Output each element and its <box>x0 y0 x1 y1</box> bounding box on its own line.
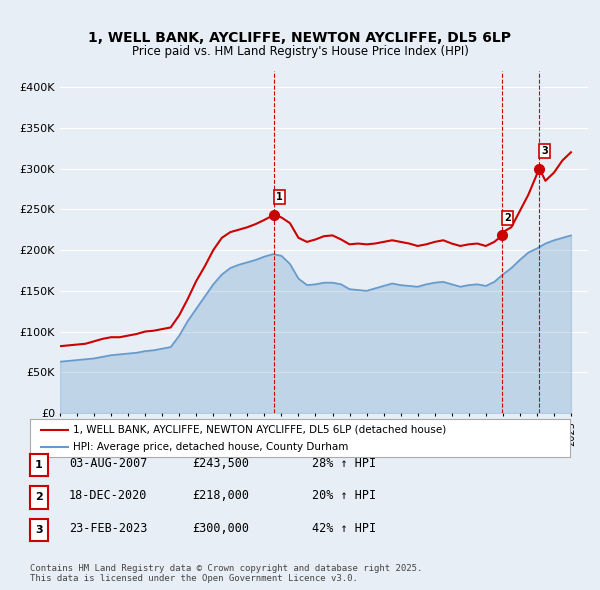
Text: £218,000: £218,000 <box>192 489 249 502</box>
Text: 1, WELL BANK, AYCLIFFE, NEWTON AYCLIFFE, DL5 6LP: 1, WELL BANK, AYCLIFFE, NEWTON AYCLIFFE,… <box>89 31 511 45</box>
Text: HPI: Average price, detached house, County Durham: HPI: Average price, detached house, Coun… <box>73 441 349 451</box>
Text: 1: 1 <box>35 460 43 470</box>
Text: 42% ↑ HPI: 42% ↑ HPI <box>312 522 376 535</box>
Text: 20% ↑ HPI: 20% ↑ HPI <box>312 489 376 502</box>
Text: 03-AUG-2007: 03-AUG-2007 <box>69 457 148 470</box>
Text: 3: 3 <box>541 146 548 156</box>
Text: 2: 2 <box>35 493 43 502</box>
Text: Contains HM Land Registry data © Crown copyright and database right 2025.
This d: Contains HM Land Registry data © Crown c… <box>30 563 422 583</box>
Text: Price paid vs. HM Land Registry's House Price Index (HPI): Price paid vs. HM Land Registry's House … <box>131 45 469 58</box>
Text: 1, WELL BANK, AYCLIFFE, NEWTON AYCLIFFE, DL5 6LP (detached house): 1, WELL BANK, AYCLIFFE, NEWTON AYCLIFFE,… <box>73 425 446 435</box>
Text: 3: 3 <box>35 525 43 535</box>
Text: 1: 1 <box>276 192 283 202</box>
Text: 28% ↑ HPI: 28% ↑ HPI <box>312 457 376 470</box>
Text: £243,500: £243,500 <box>192 457 249 470</box>
Text: £300,000: £300,000 <box>192 522 249 535</box>
Text: 2: 2 <box>504 213 511 222</box>
Text: 23-FEB-2023: 23-FEB-2023 <box>69 522 148 535</box>
Text: 18-DEC-2020: 18-DEC-2020 <box>69 489 148 502</box>
